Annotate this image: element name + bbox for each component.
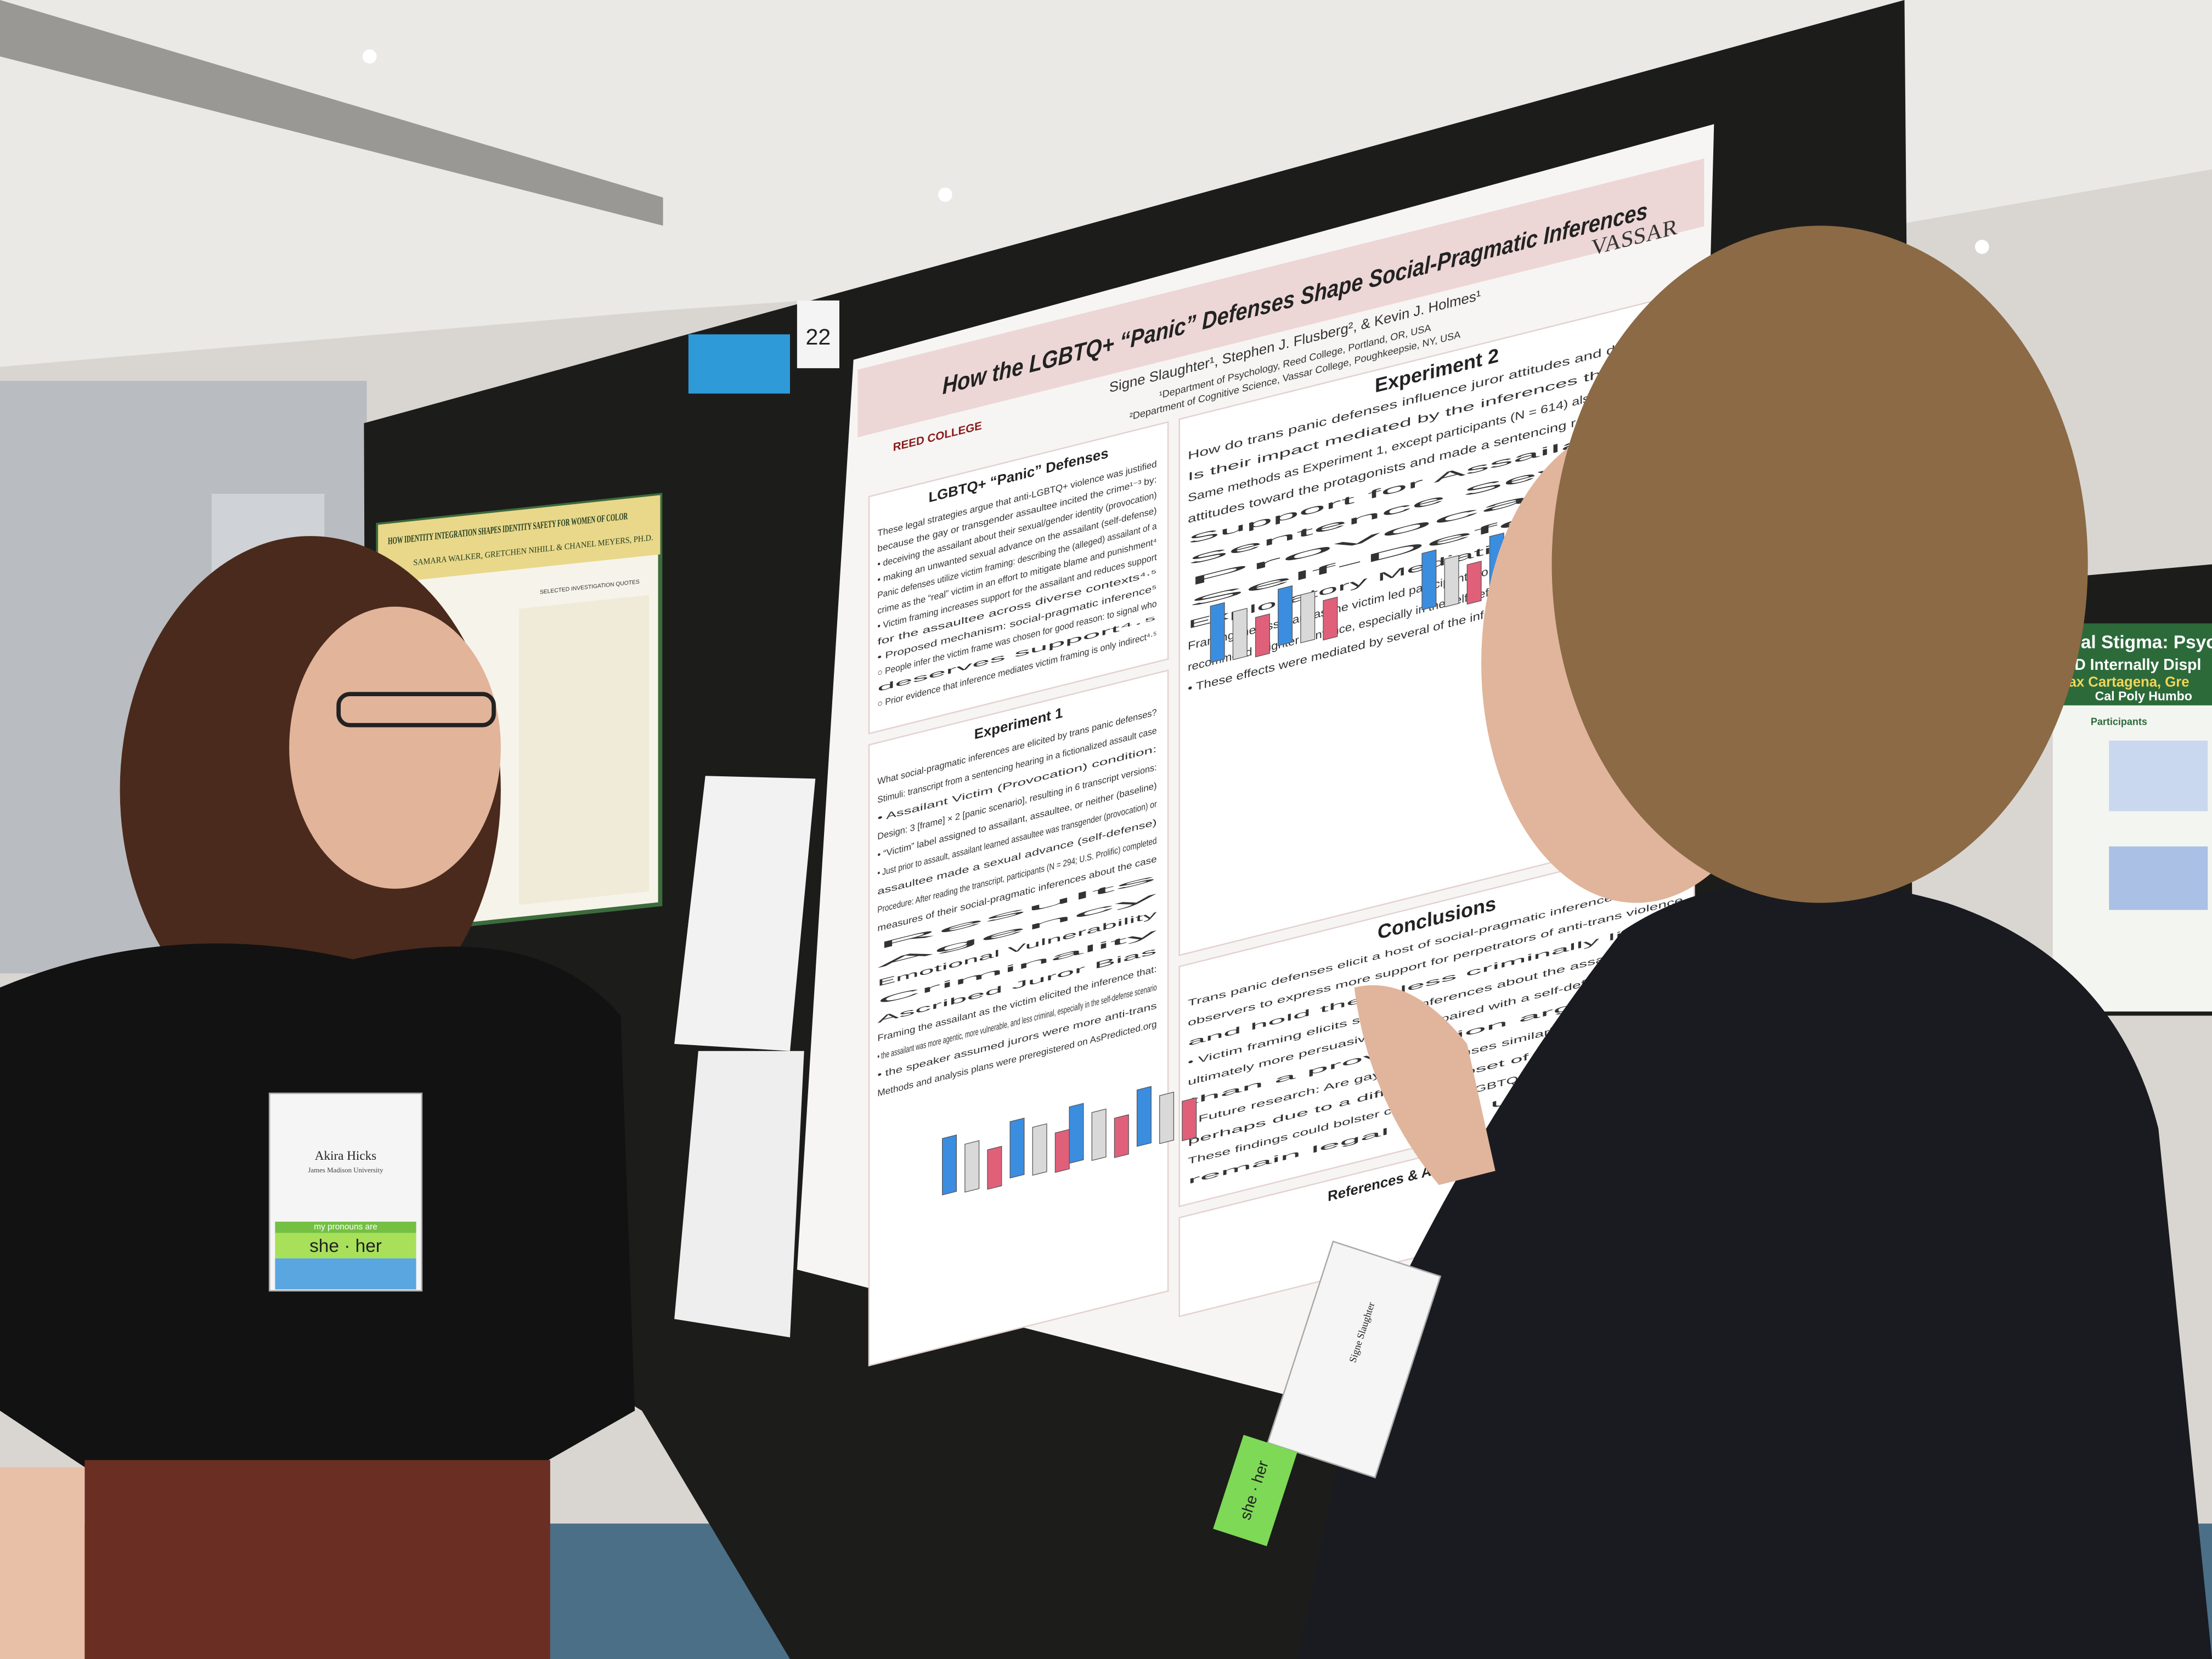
map-figure [2109, 741, 2208, 811]
right-poster: ural Stigma: Psych GD Internally Displ M… [2052, 623, 2212, 1012]
figure-box [1232, 607, 1248, 661]
poster-column [519, 595, 649, 905]
ribbon [1213, 1435, 1297, 1547]
figure-box [1210, 602, 1225, 663]
figure-box [1278, 585, 1293, 646]
poster-header [378, 495, 661, 584]
face [289, 606, 501, 889]
ribbon [275, 1258, 416, 1290]
handout [674, 776, 816, 1051]
badge-affiliation: James Madison University [308, 1166, 384, 1174]
figure-box [1255, 613, 1270, 658]
figure-box [964, 1140, 980, 1193]
figure-box [1032, 1123, 1047, 1176]
handout [674, 1051, 804, 1338]
map-figure [2109, 846, 2208, 910]
figure-box [1466, 561, 1482, 605]
ceiling-light [938, 188, 952, 202]
poster-authors: Max Cartagena, Gre [2057, 674, 2189, 690]
figure-box [1054, 1128, 1070, 1173]
jacket [1297, 880, 2212, 1659]
ribbon-pronouns: she · her [309, 1236, 382, 1256]
figure-box [1323, 596, 1338, 641]
badge-card [1267, 1240, 1442, 1479]
poster-section-heading: Participants [2091, 716, 2147, 727]
hand [1354, 985, 1496, 1185]
figure-box [1159, 1091, 1175, 1144]
tag [688, 334, 790, 394]
figure-box [1444, 555, 1459, 608]
ceiling-vent [0, 0, 663, 226]
section-panel [868, 421, 1169, 735]
person-right [1297, 225, 2212, 1659]
name-badge: Signe Slaughter she · her [1213, 1240, 1442, 1547]
ceiling-light [1975, 240, 1989, 254]
figure-box [1300, 591, 1316, 644]
figure-box [942, 1135, 957, 1195]
figure-box [1421, 549, 1437, 611]
figure-box [1182, 1097, 1197, 1142]
number-tag [797, 300, 839, 369]
figure-box [1091, 1108, 1107, 1161]
ribbon-label: my pronouns are [314, 1222, 377, 1232]
poster-number: 22 [806, 324, 831, 349]
poster-title-band [857, 159, 1705, 438]
arm [0, 1467, 85, 1659]
badge-name: Akira Hicks [315, 1149, 376, 1163]
hair [1551, 225, 2088, 903]
glasses [336, 692, 496, 727]
figure-box [1114, 1114, 1129, 1158]
ribbon [275, 1233, 416, 1259]
figure-box [1069, 1103, 1084, 1164]
main-poster: How the LGBTQ+ “Panic” Defenses Shape So… [857, 159, 1705, 1367]
figure-box [987, 1146, 1002, 1190]
poster-title: ural Stigma: Psych [2062, 632, 2212, 652]
ceiling-light [362, 49, 377, 64]
figure-box [1136, 1086, 1152, 1147]
name-badge: Akira Hicks James Madison University my … [268, 1092, 423, 1292]
figure-box [1009, 1118, 1025, 1179]
poster-affiliation: Cal Poly Humbo [2095, 689, 2192, 703]
trousers [84, 1460, 550, 1659]
ribbon [275, 1221, 416, 1233]
poster-subtitle: GD Internally Displ [2062, 656, 2201, 673]
